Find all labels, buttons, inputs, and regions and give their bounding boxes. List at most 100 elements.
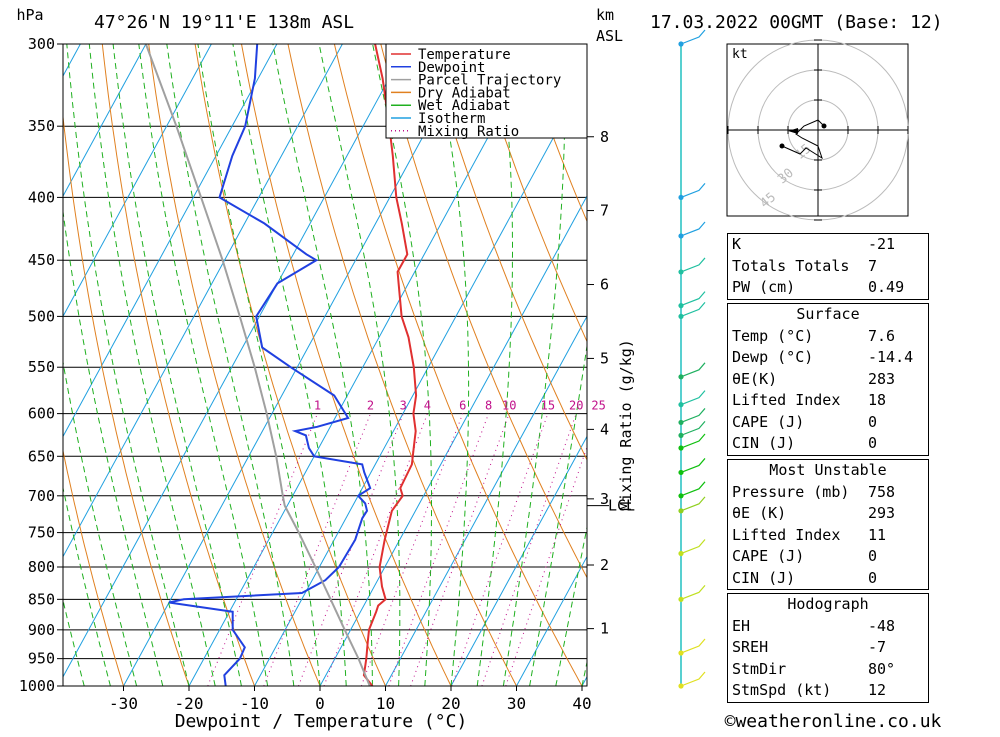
pressure-tick-label: 950 (28, 650, 55, 668)
wind-barb (680, 584, 706, 600)
wet-adiabat-line (166, 44, 295, 686)
wind-level-dot (678, 650, 684, 656)
most-unstable-label: Pressure (mb) (732, 482, 850, 501)
pressure-tick-label: 300 (28, 35, 55, 53)
temperature-line (362, 44, 418, 686)
hodograph-stats-title: Hodograph (787, 595, 869, 613)
legend-label: Dewpoint (418, 60, 485, 76)
surface-value: 0 (868, 434, 878, 452)
mixing-ratio-label: 10 (502, 399, 516, 413)
temperature-tick-label: 20 (441, 694, 460, 713)
most-unstable-table: Most Unstable Pressure (mb) 758 θE (K) 293 L… (727, 459, 929, 590)
surface-value: -14.4 (868, 348, 914, 366)
wind-barb (680, 420, 706, 436)
isotherm-line (63, 44, 212, 318)
wind-barb (680, 291, 706, 307)
pressure-tick-label: 500 (28, 307, 55, 325)
isotherm-line (385, 315, 587, 686)
surface-row: Temp (°C) 7.6 (728, 326, 928, 348)
temperature-tick-label: 10 (376, 694, 395, 713)
wind-barb (680, 257, 706, 273)
mixing-ratio-line (360, 413, 464, 686)
hodograph-stat-row: StmSpd (kt) 12 (728, 680, 928, 702)
dry-adiabat-line (63, 448, 124, 686)
plot-frame (62, 43, 588, 687)
background-lines (0, 44, 1000, 686)
surface-table: Surface Temp (°C) 7.6 Dewp (°C) -14.4 θE(K) 2… (727, 303, 929, 456)
temperature-tick-label: -10 (240, 694, 269, 713)
most-unstable-title: Most Unstable (769, 461, 887, 479)
altitude-tick-label: 4 (600, 420, 609, 438)
temperature-tick-label: 40 (572, 694, 591, 713)
indices-table: K -21 Totals Totals 7 PW (cm) 0.49 (727, 233, 929, 300)
wet-adiabat-line (433, 44, 470, 686)
wind-barb (680, 671, 706, 687)
legend-label: Isotherm (418, 111, 485, 127)
most-unstable-value: 0 (868, 547, 878, 565)
wind-barb (680, 362, 706, 378)
hodograph-trace (781, 119, 825, 160)
legend-label: Dry Adiabat (418, 85, 511, 101)
dry-adiabat-line (473, 44, 587, 343)
hodograph-stat-row: SREH -7 (728, 637, 928, 659)
dry-adiabat-line (333, 44, 583, 686)
most-unstable-value: 293 (868, 504, 896, 522)
precipitable-water-row: PW (cm) 0.49 (732, 278, 905, 296)
mixing-ratio-label: 20 (569, 399, 583, 413)
surface-value: 283 (868, 369, 896, 388)
hodograph-stat-row: EH -48 (728, 616, 928, 638)
most-unstable-rows: Pressure (mb) 758 θE (K) 293 Lifted Index 11 C… (728, 482, 928, 590)
isotherm-line (0, 44, 15, 686)
mixing-ratio-label: 15 (541, 399, 555, 413)
wind-barb (680, 301, 706, 317)
dry-adiabat-line (938, 44, 1000, 686)
most-unstable-label: CAPE (J) (732, 547, 805, 565)
wind-barb (680, 638, 706, 654)
mixing-ratio-axis-title: Mixing Ratio (g/kg) (617, 339, 635, 511)
altitude-tick-label: 3 (600, 490, 609, 508)
wet-adiabat-line (476, 44, 513, 686)
parcel-trajectory-line (144, 44, 371, 686)
wind-barb (680, 539, 706, 555)
isotherm-line (516, 555, 587, 686)
mixing-ratio-line (263, 413, 371, 686)
pressure-tick-label: 1000 (19, 677, 55, 695)
surface-title: Surface (796, 305, 860, 323)
hodograph-stat-value: -48 (868, 616, 896, 635)
wet-adiabat-line (138, 44, 269, 686)
hodograph-end-dot (821, 123, 827, 129)
altitude-tick-label: 8 (600, 128, 609, 146)
wet-adiabat-line (272, 44, 373, 686)
legend-label: Mixing Ratio (418, 124, 519, 140)
most-unstable-row: Lifted Index 11 (728, 525, 928, 547)
wind-level-dot (678, 550, 684, 557)
hodograph-stat-label: StmSpd (kt) (732, 681, 832, 699)
surface-label: CIN (J) (732, 434, 796, 452)
dry-adiabat-line (194, 44, 386, 686)
pressure-tick-label: 750 (28, 524, 55, 542)
pressure-tick-label: 800 (28, 558, 55, 576)
wet-adiabat-line (88, 44, 216, 686)
wind-barb (680, 221, 706, 237)
most-unstable-value: 0 (868, 568, 878, 587)
mixing-ratio-label: 4 (424, 399, 431, 413)
pressure-tick-label: 650 (28, 447, 55, 465)
altitude-tick-label: 6 (600, 276, 609, 294)
surface-label: Lifted Index (732, 391, 841, 409)
dry-adiabat-line (984, 44, 1000, 686)
totals-totals-row: Totals Totals 7 (732, 256, 878, 275)
most-unstable-value: 758 (868, 482, 896, 501)
pressure-tick-label: 850 (28, 590, 55, 608)
mixing-ratio-line (451, 413, 549, 686)
mixing-ratio-line (298, 413, 404, 686)
hodograph-start-dot (779, 143, 785, 149)
mixing-ratio-label: 8 (485, 399, 492, 413)
isotherm-line (63, 44, 343, 558)
pressure-unit-label: hPa (16, 6, 43, 24)
profile-series (144, 44, 418, 686)
isotherm-line (450, 435, 587, 686)
mixing-ratio-line (388, 413, 490, 686)
dry-adiabat-line (63, 112, 190, 686)
